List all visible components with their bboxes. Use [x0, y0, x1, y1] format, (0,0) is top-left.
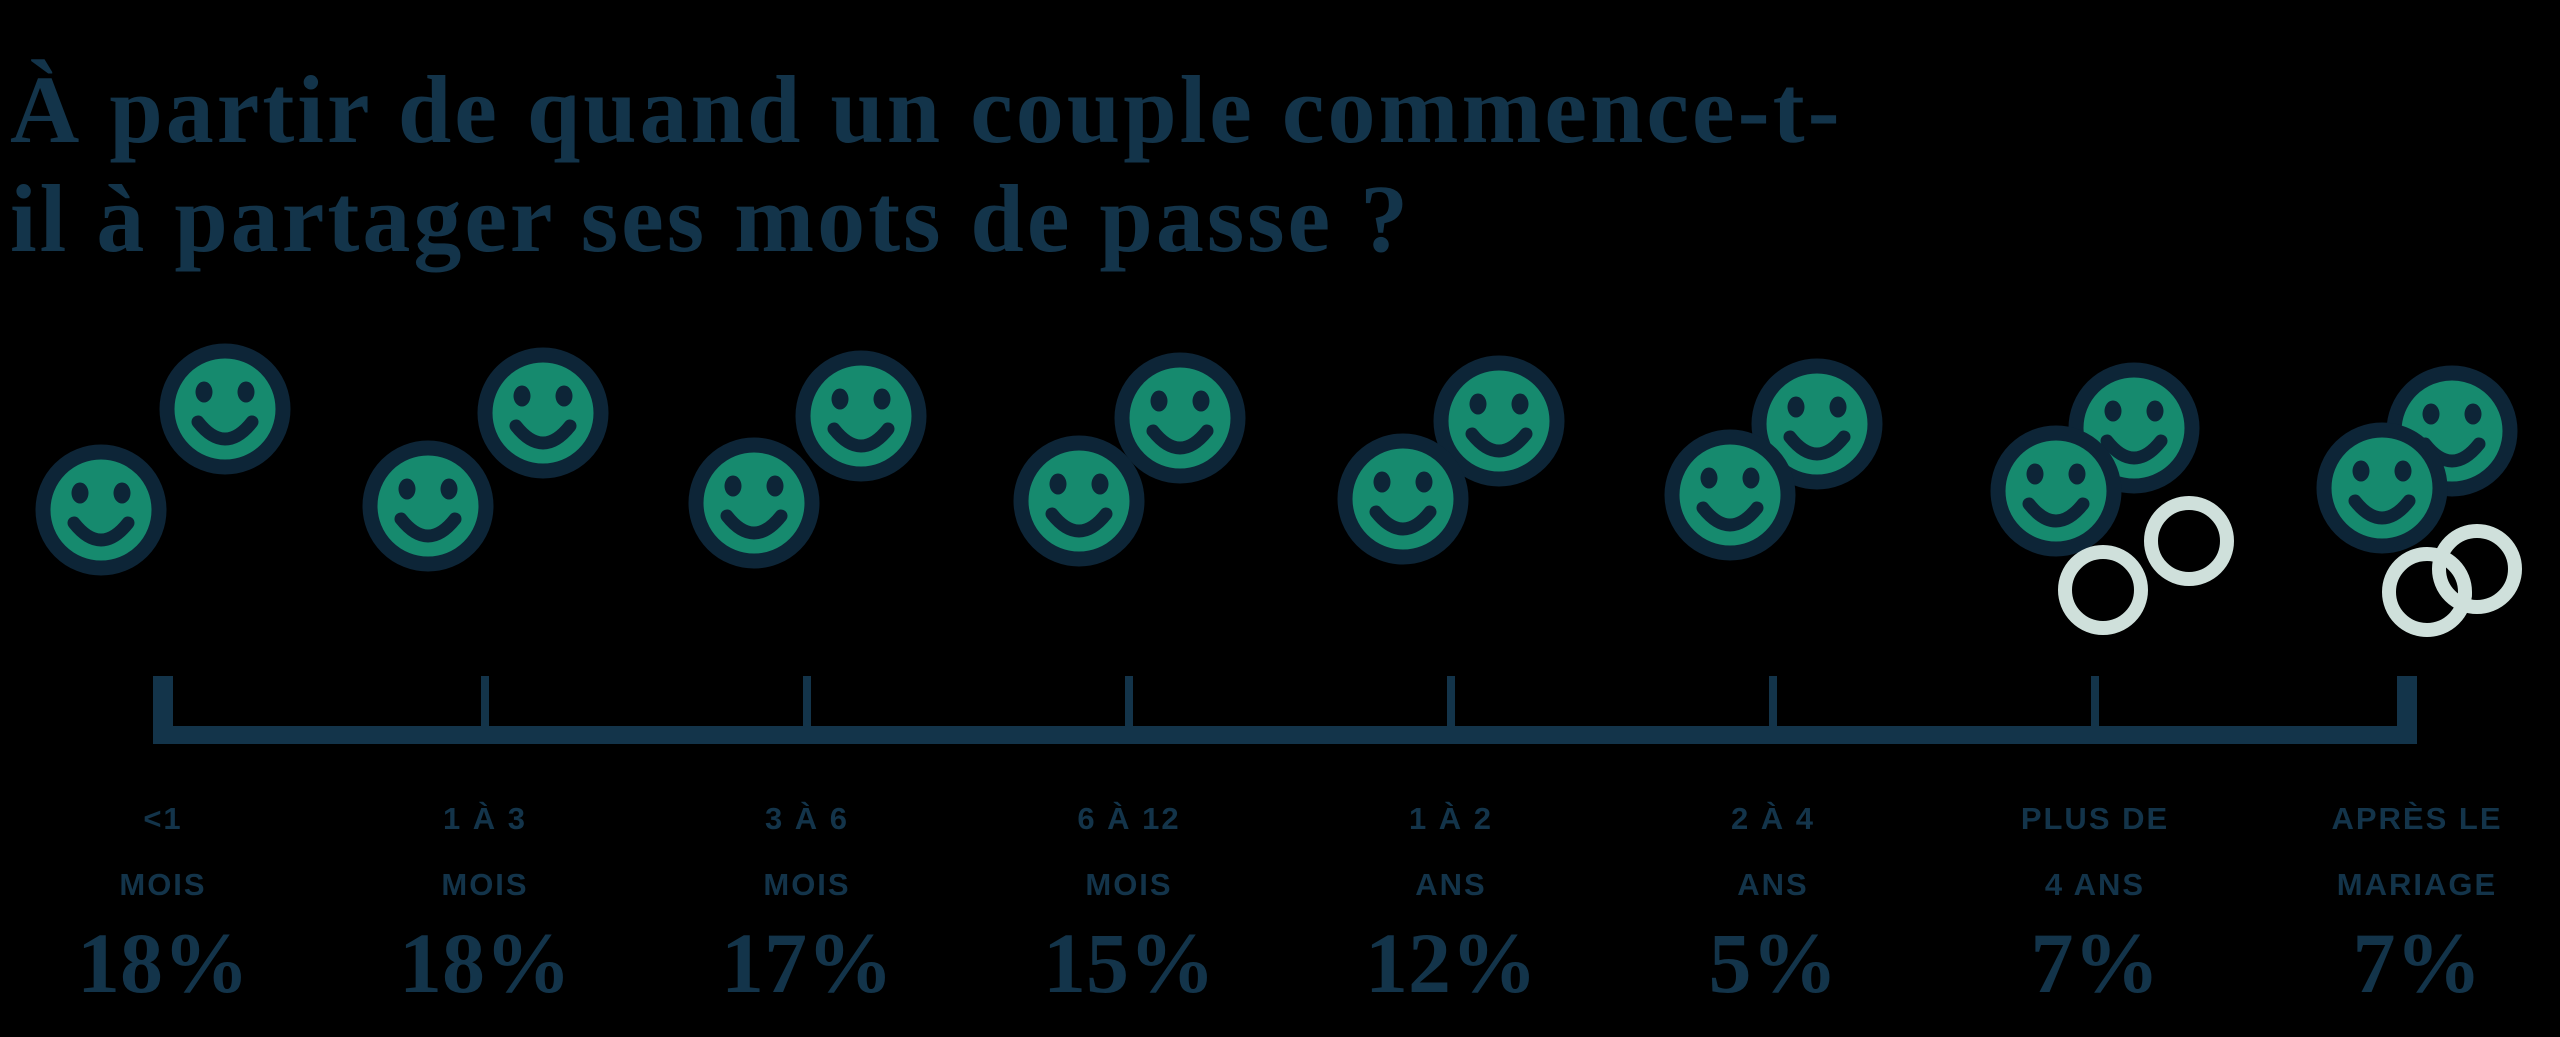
axis-left-cap — [153, 676, 173, 744]
category-label: 1 À 3 MOIS — [441, 801, 529, 902]
couple-icon — [362, 347, 609, 572]
smiley-face-icon — [1114, 352, 1246, 484]
category-label: <1 MOIS — [119, 801, 207, 902]
category-label: 3 À 6 MOIS — [763, 801, 851, 902]
axis-right-cap — [2397, 676, 2417, 744]
smiley-face-icon — [1751, 358, 1883, 490]
couple-icon — [1337, 355, 1565, 565]
smiley-face-icon — [1013, 435, 1145, 567]
smiley-face-icon — [35, 444, 167, 576]
page-title: À partir de quand un couple commence-t- … — [10, 56, 2550, 273]
wedding-ring-icon — [2144, 496, 2234, 586]
axis-tick — [2091, 676, 2099, 726]
category-column-5: 1 À 2 ANS 12% — [1291, 0, 1611, 1037]
category-value: 15% — [1043, 915, 1215, 1011]
smiley-face-icon — [477, 347, 609, 479]
category-label: PLUS DE 4 ANS — [2020, 801, 2170, 902]
smiley-face-icon — [1990, 425, 2122, 557]
category-column-2: 1 À 3 MOIS 18% — [325, 0, 645, 1037]
category-label: APRÈS LE MARIAGE — [2331, 801, 2503, 902]
axis-tick — [481, 676, 489, 726]
category-label: 6 À 12 MOIS — [1077, 801, 1181, 902]
category-value: 17% — [721, 915, 893, 1011]
couple-icon-with-rings — [1990, 362, 2234, 635]
smiley-face-icon — [1664, 429, 1796, 561]
category-value: 5% — [1708, 915, 1838, 1011]
category-value: 7% — [2030, 915, 2160, 1011]
couple-icon — [688, 350, 927, 569]
category-value: 7% — [2352, 915, 2482, 1011]
category-column-6: 2 À 4 ANS 5% — [1613, 0, 1933, 1037]
smiley-face-icon — [2316, 422, 2448, 554]
axis-tick — [803, 676, 811, 726]
smiley-face-icon — [362, 440, 494, 572]
category-column-8: APRÈS LE MARIAGE 7% — [2257, 0, 2560, 1037]
wedding-ring-icon — [2058, 545, 2148, 635]
category-label: 1 À 2 ANS — [1408, 801, 1494, 902]
smiley-face-icon — [795, 350, 927, 482]
category-value: 18% — [399, 915, 571, 1011]
smiley-face-icon — [1337, 433, 1469, 565]
category-value: 18% — [77, 915, 249, 1011]
page-title-line1: À partir de quand un couple commence-t- — [10, 56, 1843, 164]
smiley-face-icon — [159, 343, 291, 475]
couple-icon — [35, 343, 291, 576]
page-title-line2: il à partager ses mots de passe ? — [10, 164, 1412, 272]
category-column-7: PLUS DE 4 ANS 7% — [1935, 0, 2255, 1037]
smiley-face-icon — [1433, 355, 1565, 487]
smiley-face-icon — [688, 437, 820, 569]
axis-tick — [1447, 676, 1455, 726]
category-label: 2 À 4 ANS — [1730, 801, 1816, 902]
ring-interlock-arc — [2450, 591, 2472, 621]
wedding-ring-icon — [2432, 524, 2522, 614]
category-column-3: 3 À 6 MOIS 17% — [647, 0, 967, 1037]
couple-icon-with-linked-rings — [2316, 365, 2522, 637]
axis-tick — [1125, 676, 1133, 726]
category-column-4: 6 À 12 MOIS 15% — [969, 0, 1289, 1037]
axis-tick — [1769, 676, 1777, 726]
couple-icon — [1664, 358, 1883, 561]
category-value: 12% — [1365, 915, 1537, 1011]
category-column-1: <1 MOIS 18% — [3, 0, 323, 1037]
couple-icon — [1013, 352, 1246, 567]
axis-line — [153, 726, 2417, 744]
